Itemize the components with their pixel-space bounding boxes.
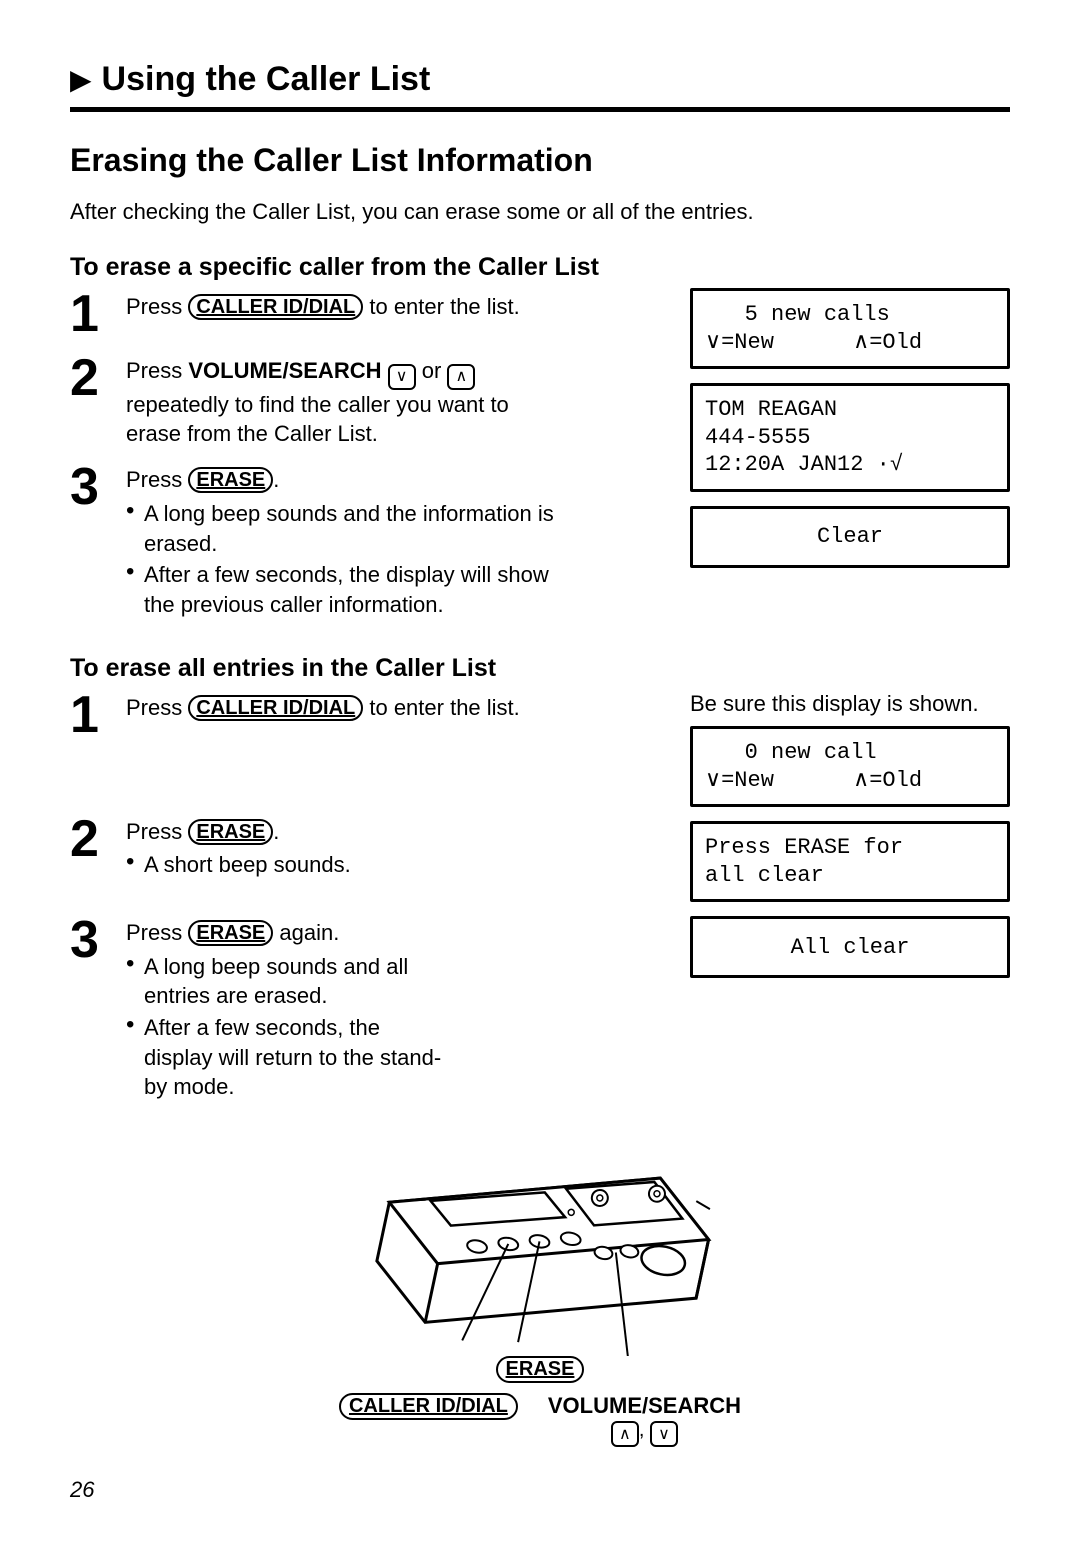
section-erase-specific: 1 Press CALLER ID/DIAL to enter the list…	[70, 288, 1010, 634]
step-row: 1 Press CALLER ID/DIAL to enter the list…	[70, 288, 670, 340]
bullet-item: A short beep sounds.	[126, 850, 566, 880]
device-illustration: ERASE CALLER ID/DIAL VOLUME/SEARCH ∧, ∨	[70, 1106, 1010, 1447]
up-arrow-icon: ∧	[611, 1421, 639, 1447]
subheading-erase-all: To erase all entries in the Caller List	[70, 654, 1010, 683]
down-arrow-icon: ∨	[650, 1421, 678, 1447]
step-number: 1	[70, 288, 126, 340]
lcd-display: 5 new calls ∨=New ∧=Old	[690, 288, 1010, 369]
intro-text: After checking the Caller List, you can …	[70, 199, 1010, 225]
page-number: 26	[70, 1477, 1010, 1503]
step-row: 3 Press ERASE. A long beep sounds and th…	[70, 461, 670, 621]
caller-id-dial-button: CALLER ID/DIAL	[188, 294, 363, 320]
step-number: 3	[70, 461, 126, 513]
bullet-item: After a few seconds, the display will re…	[126, 1013, 446, 1102]
step-text: Press	[126, 819, 188, 844]
erase-button: ERASE	[188, 920, 273, 946]
bullet-item: After a few seconds, the display will sh…	[126, 560, 566, 619]
erase-button: ERASE	[188, 819, 273, 845]
step-row: 2 Press VOLUME/SEARCH ∨ or ∧ repeatedly …	[70, 352, 670, 449]
bullet-item: A long beep sounds and all entries are e…	[126, 952, 446, 1011]
lcd-display: All clear	[690, 916, 1010, 978]
down-arrow-icon: ∨	[388, 364, 416, 390]
step-number: 2	[70, 813, 126, 865]
step-text: Press	[126, 920, 188, 945]
bullet-item: A long beep sounds and the information i…	[126, 499, 566, 558]
page-header: ▶ Using the Caller List	[70, 60, 1010, 112]
volume-search-label: VOLUME/SEARCH	[188, 358, 381, 383]
bullet-list: A long beep sounds and the information i…	[126, 499, 566, 620]
caller-id-dial-button-label: CALLER ID/DIAL	[339, 1393, 518, 1420]
lcd-display: Clear	[690, 506, 1010, 568]
step-row: 1 Press CALLER ID/DIAL to enter the list…	[70, 689, 670, 741]
step-text: Press	[126, 294, 188, 319]
erase-button: ERASE	[188, 467, 273, 493]
up-arrow-icon: ∧	[447, 364, 475, 390]
step-text: .	[273, 819, 279, 844]
step-row: 3 Press ERASE again. A long beep sounds …	[70, 914, 670, 1104]
phone-device-icon	[330, 1106, 750, 1356]
step-text: to enter the list.	[363, 695, 520, 720]
step-text: again.	[273, 920, 339, 945]
caller-id-dial-button: CALLER ID/DIAL	[188, 695, 363, 721]
step-number: 3	[70, 914, 126, 966]
page-title: Using the Caller List	[102, 60, 431, 99]
step-text: .	[273, 467, 279, 492]
lcd-display: Press ERASE for all clear	[690, 821, 1010, 902]
step-text: Press	[126, 358, 188, 383]
pointer-icon: ▶	[70, 63, 92, 96]
step-number: 2	[70, 352, 126, 404]
section-title: Erasing the Caller List Information	[70, 142, 1010, 179]
step-number: 1	[70, 689, 126, 741]
lcd-display: 0 new call ∨=New ∧=Old	[690, 726, 1010, 807]
lcd-display: TOM REAGAN 444-5555 12:20A JAN12 ·√	[690, 383, 1010, 492]
subheading-erase-specific: To erase a specific caller from the Call…	[70, 253, 1010, 282]
step-text: or	[416, 358, 448, 383]
step-row: 2 Press ERASE. A short beep sounds.	[70, 813, 670, 882]
volume-search-label: VOLUME/SEARCH	[548, 1393, 741, 1419]
bullet-list: A long beep sounds and all entries are e…	[126, 952, 446, 1102]
step-text: Press	[126, 467, 188, 492]
step-text: to enter the list.	[363, 294, 520, 319]
right-note: Be sure this display is shown.	[690, 689, 1010, 719]
section-erase-all: 1 Press CALLER ID/DIAL to enter the list…	[70, 689, 1010, 1117]
step-text: Press	[126, 695, 188, 720]
bullet-list: A short beep sounds.	[126, 850, 566, 880]
erase-button-label: ERASE	[496, 1356, 585, 1383]
step-text: repeatedly to find the caller you want t…	[126, 392, 509, 447]
